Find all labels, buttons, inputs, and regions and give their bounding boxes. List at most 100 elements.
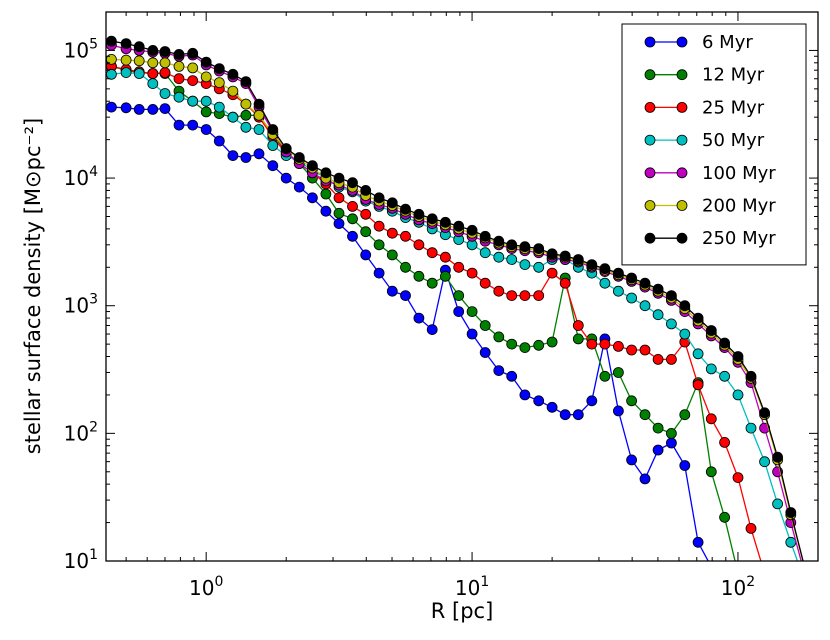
data-point-50-myr bbox=[133, 68, 145, 79]
legend-marker bbox=[644, 69, 656, 81]
data-point-6-myr bbox=[267, 160, 279, 172]
data-point-50-myr bbox=[652, 309, 664, 321]
data-point-6-myr bbox=[120, 102, 132, 114]
data-point-200-myr bbox=[800, 562, 810, 572]
data-point-250-myr bbox=[386, 197, 398, 209]
data-point-25-myr bbox=[439, 251, 451, 263]
data-point-250-myr bbox=[546, 248, 558, 260]
data-point-25-myr bbox=[413, 239, 425, 251]
data-point-25-myr bbox=[347, 200, 358, 212]
data-point-12-myr bbox=[626, 395, 637, 407]
data-point-25-myr bbox=[386, 227, 398, 239]
data-point-25-myr bbox=[652, 353, 664, 365]
data-point-12-myr bbox=[666, 427, 677, 439]
data-point-250-myr bbox=[320, 167, 332, 179]
legend-item: 100 Myr bbox=[644, 163, 776, 184]
data-point-250-myr bbox=[705, 325, 717, 336]
data-point-250-myr bbox=[400, 203, 411, 215]
data-point-6-myr bbox=[133, 104, 145, 115]
data-point-6-myr bbox=[666, 437, 677, 449]
data-point-12-myr bbox=[413, 270, 425, 282]
y-tick-label: 104 bbox=[64, 164, 98, 190]
data-point-25-myr bbox=[639, 344, 651, 356]
data-point-250-myr bbox=[159, 46, 171, 57]
data-point-50-myr bbox=[785, 536, 797, 548]
data-point-25-myr bbox=[373, 220, 385, 232]
legend-marker bbox=[644, 134, 656, 146]
data-point-50-myr bbox=[267, 140, 279, 151]
data-point-6-myr bbox=[227, 150, 239, 162]
y-axis-title: stellar surface density [M⊙pc⁻²] bbox=[21, 118, 45, 454]
data-point-6-myr bbox=[333, 218, 345, 230]
data-point-6-myr bbox=[572, 409, 584, 421]
data-point-50-myr bbox=[493, 251, 505, 263]
data-point-250-myr bbox=[759, 407, 770, 419]
data-point-12-myr bbox=[679, 409, 691, 421]
data-point-12-myr bbox=[613, 367, 624, 378]
data-point-6-myr bbox=[373, 267, 385, 279]
data-point-6-myr bbox=[546, 401, 558, 413]
data-point-6-myr bbox=[187, 119, 199, 131]
data-point-50-myr bbox=[626, 292, 637, 304]
data-point-25-myr bbox=[732, 472, 744, 484]
data-point-250-myr bbox=[533, 243, 545, 255]
data-point-6-myr bbox=[413, 312, 425, 324]
data-point-50-myr bbox=[227, 111, 239, 123]
data-point-12-myr bbox=[719, 511, 730, 523]
legend-marker bbox=[676, 102, 688, 113]
data-point-50-myr bbox=[759, 456, 770, 468]
data-point-6-myr bbox=[147, 104, 159, 115]
data-point-12-myr bbox=[426, 277, 438, 289]
legend-marker bbox=[676, 69, 688, 81]
data-point-6-myr bbox=[519, 389, 531, 401]
data-point-6-myr bbox=[692, 536, 704, 548]
data-point-50-myr bbox=[106, 68, 117, 80]
y-tick-label: 101 bbox=[64, 547, 98, 573]
data-point-6-myr bbox=[293, 181, 305, 193]
data-point-6-myr bbox=[679, 460, 691, 471]
data-point-25-myr bbox=[613, 340, 624, 352]
data-point-250-myr bbox=[559, 250, 571, 262]
data-point-50-myr bbox=[705, 363, 717, 375]
data-point-25-myr bbox=[466, 267, 478, 279]
data-point-25-myr bbox=[519, 290, 531, 302]
data-point-50-myr bbox=[719, 370, 730, 382]
x-tick-label: 101 bbox=[455, 574, 489, 600]
data-point-25-myr bbox=[586, 338, 598, 350]
data-point-6-myr bbox=[280, 172, 292, 184]
data-point-250-myr bbox=[466, 224, 478, 236]
data-point-25-myr bbox=[426, 247, 438, 259]
legend-label: 200 Myr bbox=[702, 196, 776, 217]
data-point-6-myr bbox=[106, 101, 117, 113]
data-point-12-myr bbox=[439, 270, 451, 282]
data-point-250-myr bbox=[173, 49, 185, 60]
data-point-50-myr bbox=[800, 576, 810, 586]
data-point-250-myr bbox=[506, 239, 518, 251]
data-point-25-myr bbox=[147, 68, 159, 79]
data-point-250-myr bbox=[147, 45, 159, 56]
data-point-12-myr bbox=[400, 261, 411, 273]
data-point-6-myr bbox=[400, 290, 411, 302]
data-point-200-myr bbox=[240, 98, 252, 110]
data-point-250-myr bbox=[800, 562, 810, 572]
data-point-250-myr bbox=[772, 451, 783, 463]
data-point-50-myr bbox=[120, 67, 132, 78]
data-point-250-myr bbox=[360, 184, 372, 196]
data-point-12-myr bbox=[599, 370, 611, 382]
legend-item: 250 Myr bbox=[644, 228, 776, 249]
data-point-250-myr bbox=[213, 63, 225, 74]
data-point-25-myr bbox=[159, 67, 171, 78]
data-point-250-myr bbox=[373, 192, 385, 204]
data-point-250-myr bbox=[120, 38, 132, 49]
data-point-50-myr bbox=[692, 348, 704, 360]
data-point-6-myr bbox=[200, 124, 212, 135]
data-point-200-myr bbox=[173, 61, 185, 72]
data-point-250-myr bbox=[613, 267, 624, 279]
data-point-25-myr bbox=[692, 379, 704, 391]
data-point-25-myr bbox=[599, 338, 611, 350]
data-point-200-myr bbox=[147, 57, 159, 69]
data-point-50-myr bbox=[506, 254, 518, 265]
data-point-250-myr bbox=[253, 98, 265, 110]
data-point-25-myr bbox=[745, 523, 757, 534]
data-point-6-myr bbox=[320, 205, 332, 217]
